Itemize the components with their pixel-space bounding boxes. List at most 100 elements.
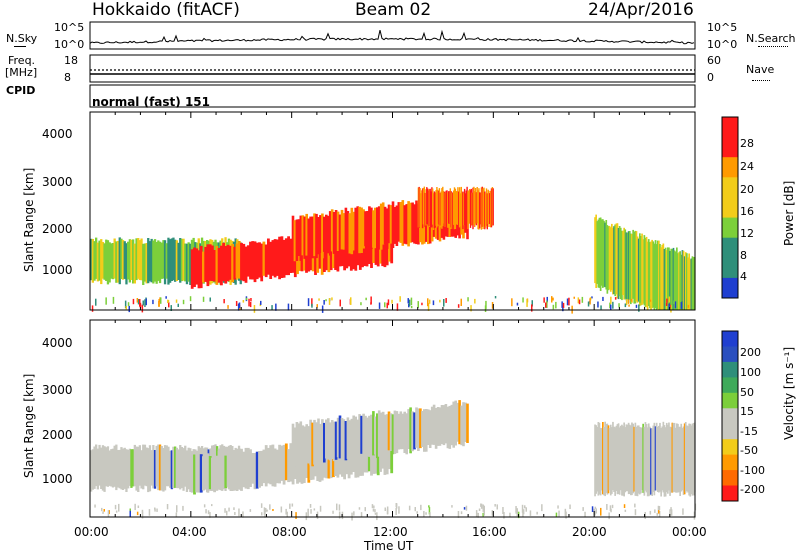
heatmap-cell [180,238,184,282]
heatmap-cell [264,244,268,278]
velocity-colorbar-segment [722,346,738,363]
ground-scatter-cell [139,299,141,307]
heatmap-cell [293,220,297,262]
heatmap-cell [427,409,430,445]
heatmap-cell [456,402,459,442]
heatmap-cell [325,419,328,459]
heatmap-cell [319,215,322,253]
velocity-heatmap [90,400,697,521]
heatmap-cell [615,425,618,491]
ground-scatter-cell [371,504,374,509]
heatmap-cell [262,241,266,276]
heatmap-cell [602,219,604,288]
heatmap-cell [609,227,612,292]
heatmap-cell [622,426,624,496]
ground-scatter-cell [399,296,401,302]
heatmap-cell [91,449,94,490]
heatmap-cell [612,227,614,295]
velocity-ytick-2000: 2000 [42,428,73,442]
xtick-2: 08:00 [272,525,307,539]
ground-scatter-cell [610,304,612,311]
ground-scatter-cell [202,296,205,302]
heatmap-cell [93,241,96,281]
ground-scatter-cell [372,508,375,512]
heatmap-cell [444,404,448,444]
heatmap-cell [409,202,412,243]
heatmap-cell [346,417,350,459]
ground-scatter-cell [260,503,263,508]
heatmap-cell [267,238,270,275]
heatmap-cell [284,443,288,481]
ground-scatter-cell [407,298,409,304]
heatmap-cell [344,207,348,252]
heatmap-cell [348,420,352,459]
heatmap-cell [442,405,446,446]
ground-scatter-cell [635,304,638,308]
heatmap-cell [179,445,182,490]
heatmap-cell [423,409,426,452]
ground-scatter-cell [269,504,271,510]
heatmap-cell [235,243,239,278]
ground-scatter-cell [421,302,423,306]
heatmap-cell [307,218,310,258]
heatmap-cell [411,411,414,452]
ground-scatter-cell [470,305,472,312]
heatmap-cell [189,448,192,492]
heatmap-cell [213,250,216,282]
heatmap-cell [604,421,606,497]
heatmap-cell [147,238,150,284]
heatmap-cell [435,190,437,226]
heatmap-cell [391,201,395,248]
ground-scatter-cell [339,299,341,307]
ground-scatter-cell [323,300,325,305]
heatmap-cell [664,247,667,310]
heatmap-cell [165,243,168,279]
heatmap-cell [325,214,328,252]
heatmap-cell [596,427,599,492]
heatmap-cell [152,445,155,489]
heatmap-cell [632,423,634,494]
ground-scatter-cell [137,299,140,305]
heatmap-cell [91,239,94,283]
heatmap-cell [628,231,631,300]
heatmap-cell [614,427,616,496]
heatmap-cell [441,188,443,229]
heatmap-cell [613,226,615,295]
heatmap-cell [280,445,284,481]
ground-scatter-cell [203,504,206,508]
ground-scatter-cell [618,303,620,308]
heatmap-cell [374,416,377,455]
heatmap-cell [641,233,643,305]
power-cbar-tick-4: 4 [740,270,747,283]
heatmap-cell [651,428,653,496]
heatmap-cell [206,244,210,287]
heatmap-cell [235,448,239,491]
heatmap-cell [150,450,153,486]
power-colorbar-segment [722,217,738,239]
ground-scatter-cell [128,305,130,313]
heatmap-cell [197,250,201,289]
heatmap-cell [125,449,128,492]
ground-scatter-cell [658,511,661,517]
heatmap-cell [650,241,652,310]
heatmap-cell [163,445,167,491]
ground-scatter-cell [541,504,543,512]
heatmap-cell [307,426,310,464]
heatmap-cell [195,453,199,493]
heatmap-cell [612,421,614,490]
ground-scatter-cell [460,298,462,306]
ground-scatter-cell [521,504,524,513]
ground-scatter-cell [331,297,333,301]
heatmap-cell [473,186,475,225]
ground-scatter-cell [443,299,445,307]
heatmap-cell [672,423,675,493]
heatmap-cell [674,427,677,493]
heatmap-cell [140,450,143,489]
ground-scatter-cell [658,510,660,514]
heatmap-cell [291,239,295,273]
ground-scatter-cell [587,301,590,307]
ground-scatter-cell [445,298,447,303]
heatmap-cell [344,421,348,461]
ground-scatter-cell [280,506,283,513]
